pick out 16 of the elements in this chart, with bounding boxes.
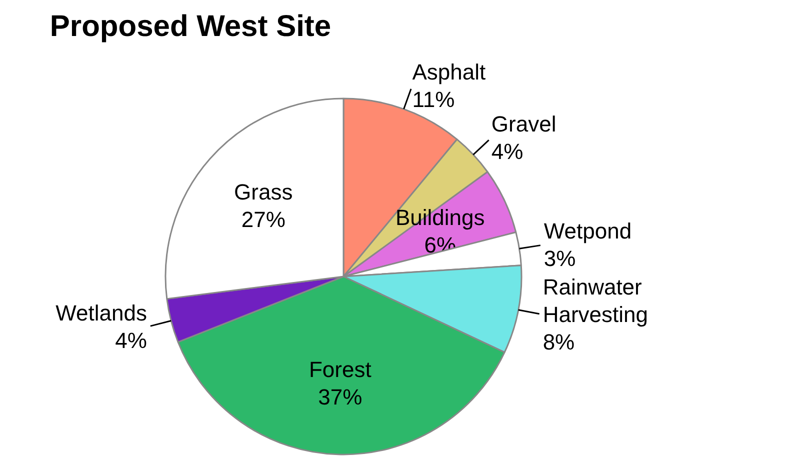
slice-label: Grass bbox=[234, 180, 293, 205]
slice-label: Wetlands bbox=[56, 300, 147, 326]
data-label: 11% bbox=[412, 86, 455, 112]
slice-label: Rainwater Harvesting bbox=[542, 274, 648, 328]
data-label: 8% bbox=[542, 330, 575, 355]
slice-label: Wetpond bbox=[544, 218, 632, 244]
slice-label: Gravel bbox=[491, 111, 556, 136]
data-label: 37% bbox=[318, 384, 362, 410]
data-label: 3% bbox=[544, 246, 576, 272]
data-label: 4% bbox=[491, 138, 524, 164]
slice-label: Forest bbox=[308, 356, 372, 382]
slice-label: Buildings bbox=[395, 204, 485, 230]
slice-label: Asphalt bbox=[412, 59, 486, 84]
data-label: 27% bbox=[241, 207, 286, 232]
chart-title: Proposed West Site bbox=[50, 10, 332, 43]
data-label: 4% bbox=[115, 328, 147, 354]
